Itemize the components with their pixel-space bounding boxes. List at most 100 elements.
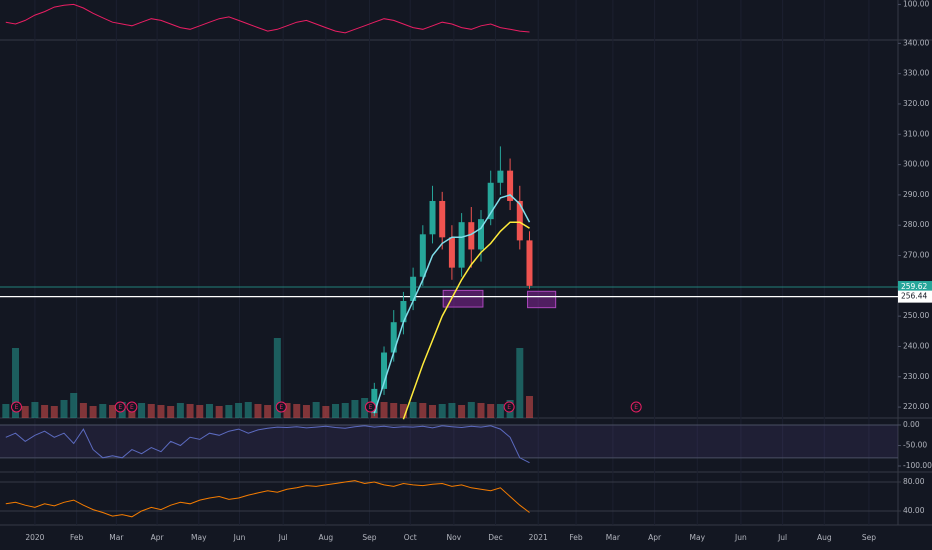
volume-bar [41, 405, 49, 418]
y-tick-label: 270.00 [903, 251, 929, 260]
volume-bar [332, 404, 340, 418]
volume-bar [458, 405, 466, 418]
candle-body [390, 322, 397, 353]
volume-bar [138, 403, 146, 418]
event-marker [630, 401, 642, 413]
volume-bar [487, 404, 495, 418]
x-tick-label: Apr [151, 533, 165, 542]
y-tick-label: 250.00 [903, 311, 929, 320]
x-tick-label: Jul [777, 533, 787, 542]
x-tick-label: Feb [70, 533, 84, 542]
price-badge [898, 290, 932, 303]
volume-bar [312, 402, 320, 418]
volume-bar [60, 400, 68, 418]
x-tick-label: Jun [734, 533, 747, 542]
y-tick-label: -100.00 [903, 461, 932, 470]
volume-bar [390, 403, 398, 418]
event-label: E [634, 404, 638, 411]
x-tick-label: Mar [606, 533, 621, 542]
volume-bar [196, 405, 204, 418]
x-tick-label: May [690, 533, 706, 542]
volume-bar [477, 403, 485, 418]
volume-bar [429, 405, 437, 418]
x-tick-label: Mar [109, 533, 124, 542]
candle-body [497, 170, 504, 183]
volume-bar [50, 406, 58, 418]
y-tick-label: 310.00 [903, 129, 929, 138]
volume-bar [244, 402, 252, 418]
event-marker [10, 401, 22, 413]
volume-bar [361, 398, 369, 418]
indicator-line [373, 194, 531, 414]
volume-bar [467, 402, 475, 418]
x-tick-label: Nov [447, 533, 462, 542]
volume-bar [254, 404, 262, 418]
y-tick-label: 290.00 [903, 190, 929, 199]
volume-bar [293, 404, 301, 418]
event-label: E [118, 404, 122, 411]
x-tick-label: Apr [648, 533, 662, 542]
event-marker [126, 401, 138, 413]
volume-bar [496, 404, 504, 418]
candle-body [410, 276, 417, 301]
volume-bar [264, 405, 272, 418]
volume-bar [21, 406, 29, 418]
volume-bar [438, 404, 446, 418]
volume-bar [516, 348, 524, 418]
indicator-line [402, 221, 530, 420]
candle-body [516, 200, 523, 241]
volume-bar [89, 406, 97, 418]
volume-bar [215, 406, 223, 418]
y-tick-label: 230.00 [903, 372, 929, 381]
candle-body [487, 182, 494, 220]
candle-body [478, 219, 485, 250]
volume-bar [273, 338, 281, 418]
x-tick-label: Sep [362, 533, 376, 542]
volume-bar [176, 403, 184, 418]
indicator-line [5, 425, 530, 464]
volume-bar [79, 403, 87, 418]
volume-bar [2, 404, 10, 418]
candle-body [507, 170, 514, 201]
y-tick-label: 340.00 [903, 38, 929, 47]
volume-bar [235, 403, 243, 418]
x-tick-label: Aug [817, 533, 832, 542]
candle-body [468, 222, 475, 250]
candle-body [381, 352, 388, 389]
candle-body [448, 237, 455, 268]
volume-bar [225, 405, 233, 418]
volume-bar [70, 393, 78, 418]
price-badge-label: 256.44 [901, 292, 927, 301]
y-tick-label: 80.00 [903, 477, 925, 486]
candle-body [429, 200, 436, 235]
event-label: E [507, 404, 511, 411]
volume-bar [380, 402, 388, 418]
volume-bar [283, 403, 291, 418]
volume-bar [157, 405, 165, 418]
volume-bar [167, 406, 175, 418]
volume-bar [448, 403, 456, 418]
volume-bar [341, 403, 349, 418]
x-tick-label: Jun [233, 533, 246, 542]
y-tick-label: 280.00 [903, 220, 929, 229]
volume-bar [108, 405, 116, 418]
indicator-line [5, 480, 530, 518]
volume-bar [351, 400, 359, 418]
candle-body [458, 222, 465, 268]
price-badge-label: 259.62 [901, 282, 927, 291]
x-tick-label: May [191, 533, 207, 542]
x-tick-label: Sep [862, 533, 876, 542]
volume-bar [99, 404, 107, 418]
indicator-band [0, 425, 898, 458]
zone [527, 290, 557, 309]
event-label: E [130, 404, 134, 411]
x-tick-label: Feb [569, 533, 583, 542]
price-badge [898, 280, 932, 293]
candle-body [371, 388, 378, 414]
y-tick-label: 0.00 [903, 420, 920, 429]
candle-body [439, 200, 446, 238]
volume-bar [419, 403, 427, 418]
candle-body [419, 234, 426, 277]
